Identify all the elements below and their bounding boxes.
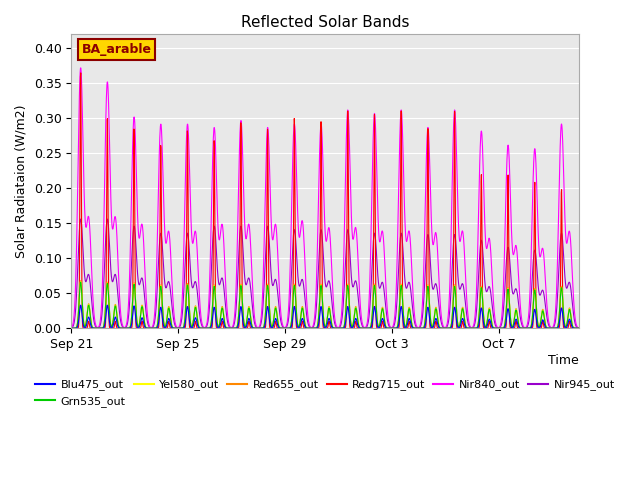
Text: BA_arable: BA_arable [81, 43, 152, 56]
Y-axis label: Solar Radiataion (W/m2): Solar Radiataion (W/m2) [15, 104, 28, 258]
Legend: Blu475_out, Grn535_out, Yel580_out, Red655_out, Redg715_out, Nir840_out, Nir945_: Blu475_out, Grn535_out, Yel580_out, Red6… [31, 375, 620, 411]
Title: Reflected Solar Bands: Reflected Solar Bands [241, 15, 410, 30]
X-axis label: Time: Time [548, 354, 579, 367]
